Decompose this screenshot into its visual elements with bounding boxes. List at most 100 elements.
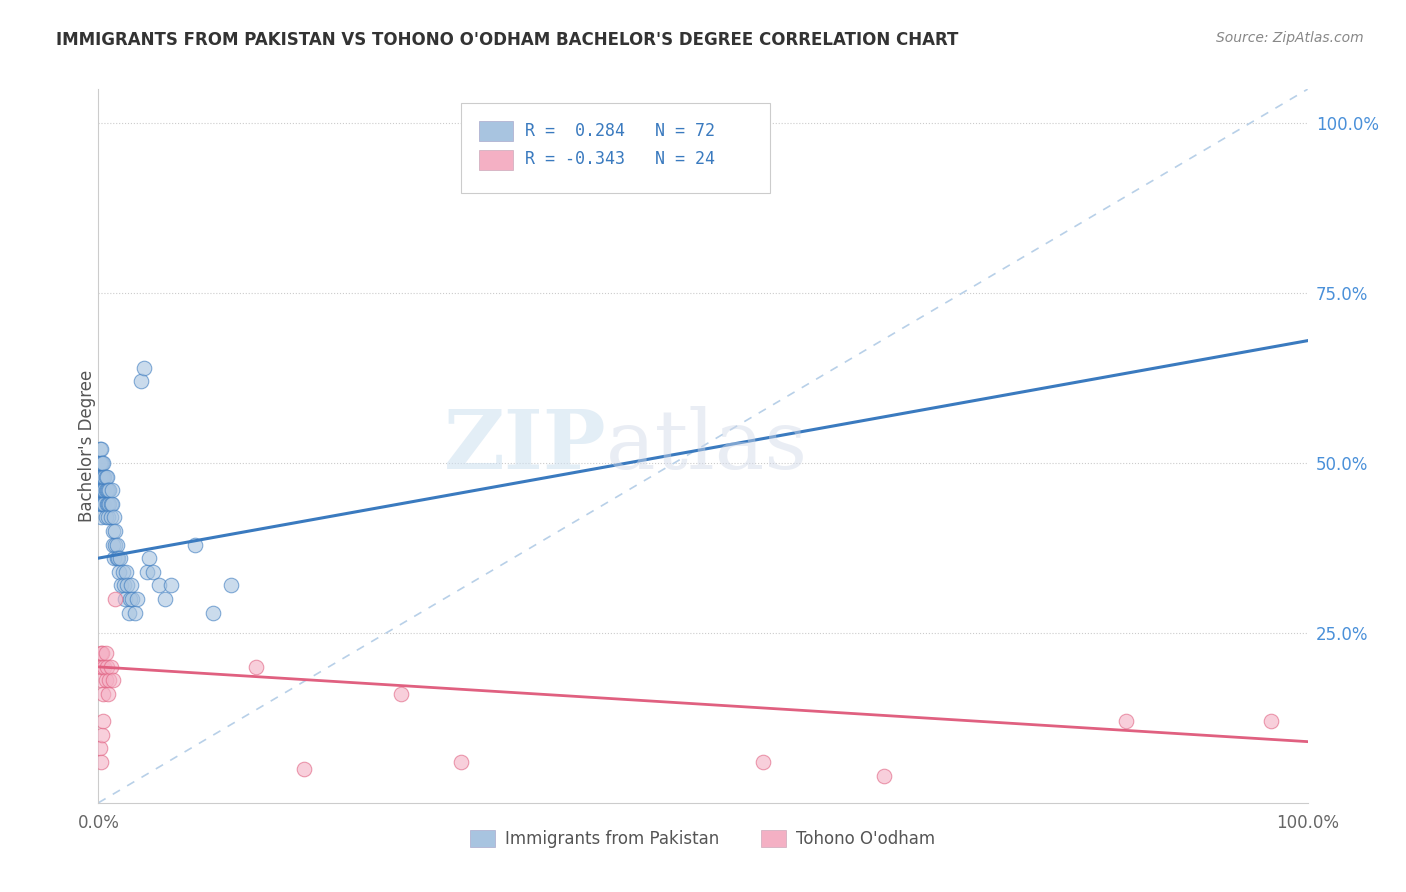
Point [94,483,117,498]
Point [752,755,775,769]
Point [104,591,127,606]
Point [111,565,134,579]
Bar [479,150,513,169]
Point [89,497,111,511]
Point [115,565,138,579]
Point [108,565,131,579]
Point [110,578,132,592]
Point [100,483,122,498]
Point [89,469,111,483]
Point [160,578,183,592]
Point [94,469,117,483]
Point [94,673,117,688]
Point [184,537,207,551]
Point [91,483,114,498]
Text: atlas: atlas [606,406,808,486]
Point [93,483,115,498]
Point [91,469,114,483]
Point [148,578,170,592]
Point [202,606,225,620]
Point [118,606,141,620]
Point [105,551,128,566]
Text: R = -0.343   N = 24: R = -0.343 N = 24 [526,150,716,168]
Point [89,456,111,470]
Point [91,497,114,511]
Point [89,660,111,674]
Point [91,660,114,674]
Point [90,497,112,511]
Point [97,510,120,524]
Point [91,714,114,729]
Point [101,673,124,688]
Point [873,769,896,783]
Point [96,660,118,674]
Bar [479,121,513,141]
Point [98,497,121,511]
Point [450,755,472,769]
Point [96,469,118,483]
Point [100,497,122,511]
Text: IMMIGRANTS FROM PAKISTAN VS TOHONO O'ODHAM BACHELOR'S DEGREE CORRELATION CHART: IMMIGRANTS FROM PAKISTAN VS TOHONO O'ODH… [56,31,959,49]
Point [101,537,124,551]
Point [105,537,128,551]
Point [90,646,112,660]
Point [91,456,114,470]
FancyBboxPatch shape [461,103,769,193]
Point [97,483,120,498]
Point [91,483,114,498]
Point [221,578,243,592]
Point [90,510,112,524]
Point [107,551,129,566]
Point [120,578,142,592]
Point [547,136,569,151]
Point [98,673,121,688]
Point [114,591,136,606]
Text: ZIP: ZIP [444,406,606,486]
Point [100,497,122,511]
Point [118,591,141,606]
Point [93,660,115,674]
Point [138,551,160,566]
Point [90,755,112,769]
Point [91,728,114,742]
Point [112,578,135,592]
Point [1115,714,1137,729]
Point [104,524,127,538]
Point [93,497,115,511]
Point [103,510,125,524]
Point [90,673,112,688]
Point [90,442,112,457]
Point [91,497,114,511]
Point [389,687,412,701]
Text: Source: ZipAtlas.com: Source: ZipAtlas.com [1216,31,1364,45]
Point [134,360,156,375]
Point [96,483,118,498]
Point [90,483,112,498]
Point [93,469,115,483]
Point [1260,714,1282,729]
Y-axis label: Bachelor's Degree: Bachelor's Degree [79,370,96,522]
Point [153,591,176,606]
Point [121,591,143,606]
Point [135,565,157,579]
Point [91,687,114,701]
Point [89,442,111,457]
Point [94,510,117,524]
Point [97,687,120,701]
Point [98,483,121,498]
Point [97,497,120,511]
Point [127,591,149,606]
Point [103,551,125,566]
Legend: Immigrants from Pakistan, Tohono O'odham: Immigrants from Pakistan, Tohono O'odham [464,823,942,855]
Point [100,660,122,674]
Point [292,762,315,776]
Point [91,483,114,498]
Point [90,469,112,483]
Point [117,578,139,592]
Point [245,660,267,674]
Point [89,741,111,756]
Point [142,565,165,579]
Point [90,456,112,470]
Point [94,646,117,660]
Point [124,606,146,620]
